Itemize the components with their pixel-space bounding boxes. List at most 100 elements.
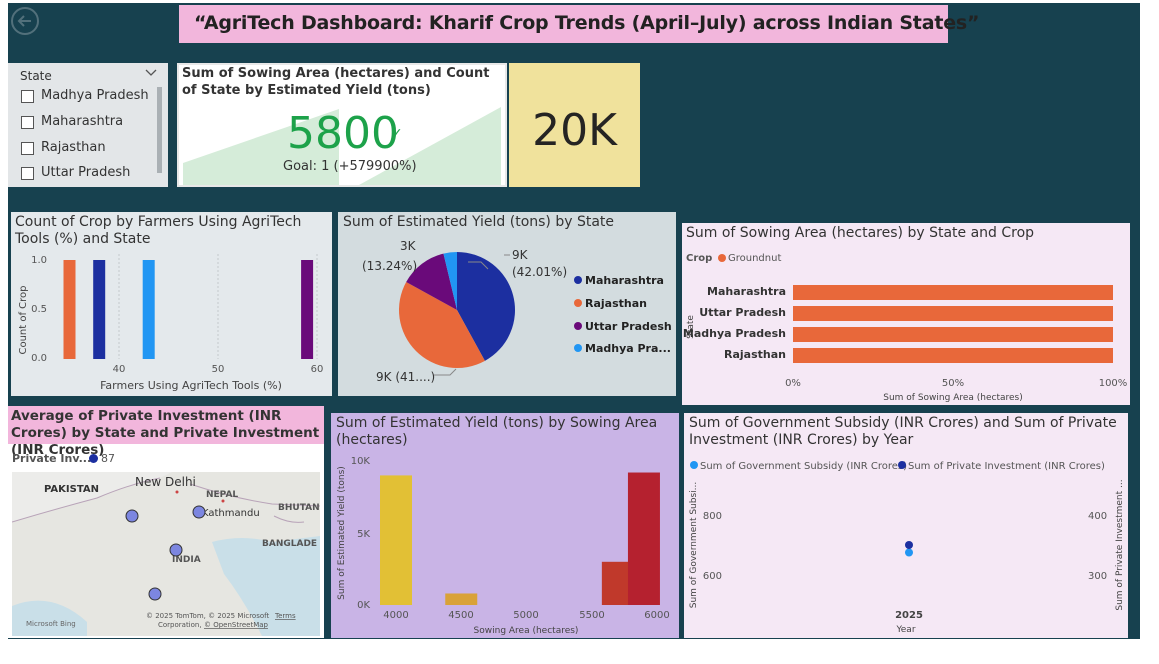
y-tick: 0K xyxy=(357,600,370,611)
slicer-checkbox[interactable] xyxy=(21,142,34,155)
map-place: PAKISTAN xyxy=(44,484,99,495)
pie-slice[interactable] xyxy=(457,252,515,361)
map-title: Average of Private Investment (INR Crore… xyxy=(11,408,320,458)
kpi-card[interactable]: Sum of Sowing Area (hectares) and Count … xyxy=(177,63,507,187)
bar[interactable] xyxy=(142,260,155,359)
pie-slice[interactable] xyxy=(443,252,457,310)
osm-link[interactable]: © OpenStreetMap xyxy=(204,621,269,629)
leader-line xyxy=(468,261,489,270)
legend-label[interactable]: Uttar Pradesh xyxy=(585,320,672,333)
investment-map[interactable]: Average of Private Investment (INR Crore… xyxy=(8,406,324,638)
bar[interactable] xyxy=(793,285,1113,300)
legend-label[interactable]: Sum of Private Investment (INR Crores) xyxy=(908,461,1105,472)
bar[interactable] xyxy=(63,260,76,359)
y-axis-title: Sum of Estimated Yield (tons) xyxy=(337,466,347,600)
slicer-item-label: Uttar Pradesh xyxy=(41,165,131,180)
x-tick: 2025 xyxy=(895,610,923,621)
legend-marker xyxy=(574,299,582,307)
x-axis-title: Sum of Sowing Area (hectares) xyxy=(883,393,1023,403)
y-tick: 0.5 xyxy=(31,304,47,315)
back-button[interactable] xyxy=(11,7,39,35)
map-attribution: © 2025 TomTom, © 2025 Microsoft xyxy=(146,612,269,620)
total-card[interactable]: 20K xyxy=(509,63,640,187)
x-tick: 60 xyxy=(311,364,324,375)
legend-label[interactable]: Madhya Pra... xyxy=(585,342,671,355)
bar[interactable] xyxy=(93,260,106,359)
slicer-item-label: Rajasthan xyxy=(41,140,106,155)
y-axis-title: State xyxy=(686,315,696,339)
bar[interactable] xyxy=(793,306,1113,321)
bar[interactable] xyxy=(445,593,478,605)
slicer-item-uttar-pradesh[interactable]: Uttar Pradesh xyxy=(21,165,155,185)
subsidy-investment-chart[interactable]: Sum of Government Subsidy (INR Crores) a… xyxy=(684,413,1128,638)
data-point[interactable] xyxy=(905,548,913,557)
yield-by-area-chart[interactable]: Sum of Estimated Yield (tons) by Sowing … xyxy=(331,413,679,638)
leader-line xyxy=(434,368,457,376)
y-tick: 1.0 xyxy=(31,255,47,266)
legend-marker xyxy=(898,461,906,469)
map-bubble[interactable] xyxy=(148,587,162,601)
y-category-label: Rajasthan xyxy=(724,348,786,361)
slicer-item-madhya-pradesh[interactable]: Madhya Pradesh xyxy=(21,88,155,108)
bar[interactable] xyxy=(301,260,314,359)
bar[interactable] xyxy=(380,475,412,605)
bar[interactable] xyxy=(793,327,1113,342)
map-place: INDIA xyxy=(172,555,201,565)
map-place: NEPAL xyxy=(206,490,238,500)
sowing-title: Sum of Sowing Area (hectares) by State a… xyxy=(686,225,1035,241)
slicer-checkbox[interactable] xyxy=(21,116,34,129)
pie-label-pct: (13.24%) xyxy=(362,259,417,273)
dashboard-title: “AgriTech Dashboard: Kharif Crop Trends … xyxy=(194,12,980,34)
map-legend-marker xyxy=(89,454,98,463)
legend-label[interactable]: Sum of Government Subsidy (INR Crores) xyxy=(700,461,907,472)
map-place: Kathmandu xyxy=(202,508,260,519)
dashboard-title-box: “AgriTech Dashboard: Kharif Crop Trends … xyxy=(179,5,979,43)
legend-label[interactable]: Groundnut xyxy=(728,253,781,264)
y-axis-title-right: Sum of Private Investment ... xyxy=(1115,479,1125,610)
y-category-label: Uttar Pradesh xyxy=(699,306,786,319)
pie-label-value: 3K xyxy=(400,239,417,253)
x-axis-title: Year xyxy=(895,625,915,635)
bar[interactable] xyxy=(627,472,660,605)
pie-plot: 9K (42.01%) 3K (13.24%) 9K (41....) Maha… xyxy=(362,239,672,384)
legend-label[interactable]: Rajasthan xyxy=(585,297,647,310)
yield-by-state-pie-chart[interactable]: Sum of Estimated Yield (tons) by State 9… xyxy=(338,212,676,396)
crop-count-chart[interactable]: Count of Crop by Farmers Using AgriTech … xyxy=(11,212,332,396)
slicer-checkbox[interactable] xyxy=(21,167,34,180)
y-category-label: Maharashtra xyxy=(707,285,786,298)
pie-slice[interactable] xyxy=(399,282,485,368)
slicer-title: State xyxy=(20,69,52,83)
slicer-item-maharashtra[interactable]: Maharashtra xyxy=(21,114,155,134)
map-bubble[interactable] xyxy=(169,543,183,557)
bar[interactable] xyxy=(793,348,1113,363)
x-tick: 6000 xyxy=(644,610,669,621)
legend-marker xyxy=(718,254,726,262)
y-tick: 800 xyxy=(703,511,722,522)
map-place: New Delhi xyxy=(135,475,196,489)
x-tick: 4000 xyxy=(383,610,408,621)
map-bubble[interactable] xyxy=(192,505,206,519)
legend-marker xyxy=(574,322,582,330)
x-tick: 0% xyxy=(785,378,801,389)
pie-slice[interactable] xyxy=(406,253,457,310)
map-terms-link[interactable]: Terms xyxy=(274,612,296,620)
map-place: BHUTAN xyxy=(278,503,320,513)
data-point[interactable] xyxy=(905,541,913,549)
sowing-area-bar-chart[interactable]: Sum of Sowing Area (hectares) by State a… xyxy=(682,223,1130,405)
chevron-down-icon[interactable] xyxy=(144,68,158,78)
slicer-item-label: Maharashtra xyxy=(41,114,124,129)
map-place: BANGLADE xyxy=(262,539,317,549)
legend-label[interactable]: Maharashtra xyxy=(585,274,664,287)
map-area[interactable]: PAKISTAN New Delhi NEPAL Kathmandu BHUTA… xyxy=(12,472,320,636)
slicer-item-rajasthan[interactable]: Rajasthan xyxy=(21,140,155,160)
map-legend-title: Private Inv... xyxy=(12,452,92,465)
legend-title: Crop xyxy=(686,253,712,264)
slicer-checkbox[interactable] xyxy=(21,90,34,103)
pie-label-value: 9K (41....) xyxy=(376,370,435,384)
map-title-box: Average of Private Investment (INR Crore… xyxy=(8,406,324,458)
map-bubble[interactable] xyxy=(125,509,139,523)
slicer-scrollbar[interactable] xyxy=(157,87,162,173)
slicer-item-label: Madhya Pradesh xyxy=(41,88,149,103)
x-axis-title: Sowing Area (hectares) xyxy=(474,626,579,636)
total-card-value: 20K xyxy=(532,105,617,156)
